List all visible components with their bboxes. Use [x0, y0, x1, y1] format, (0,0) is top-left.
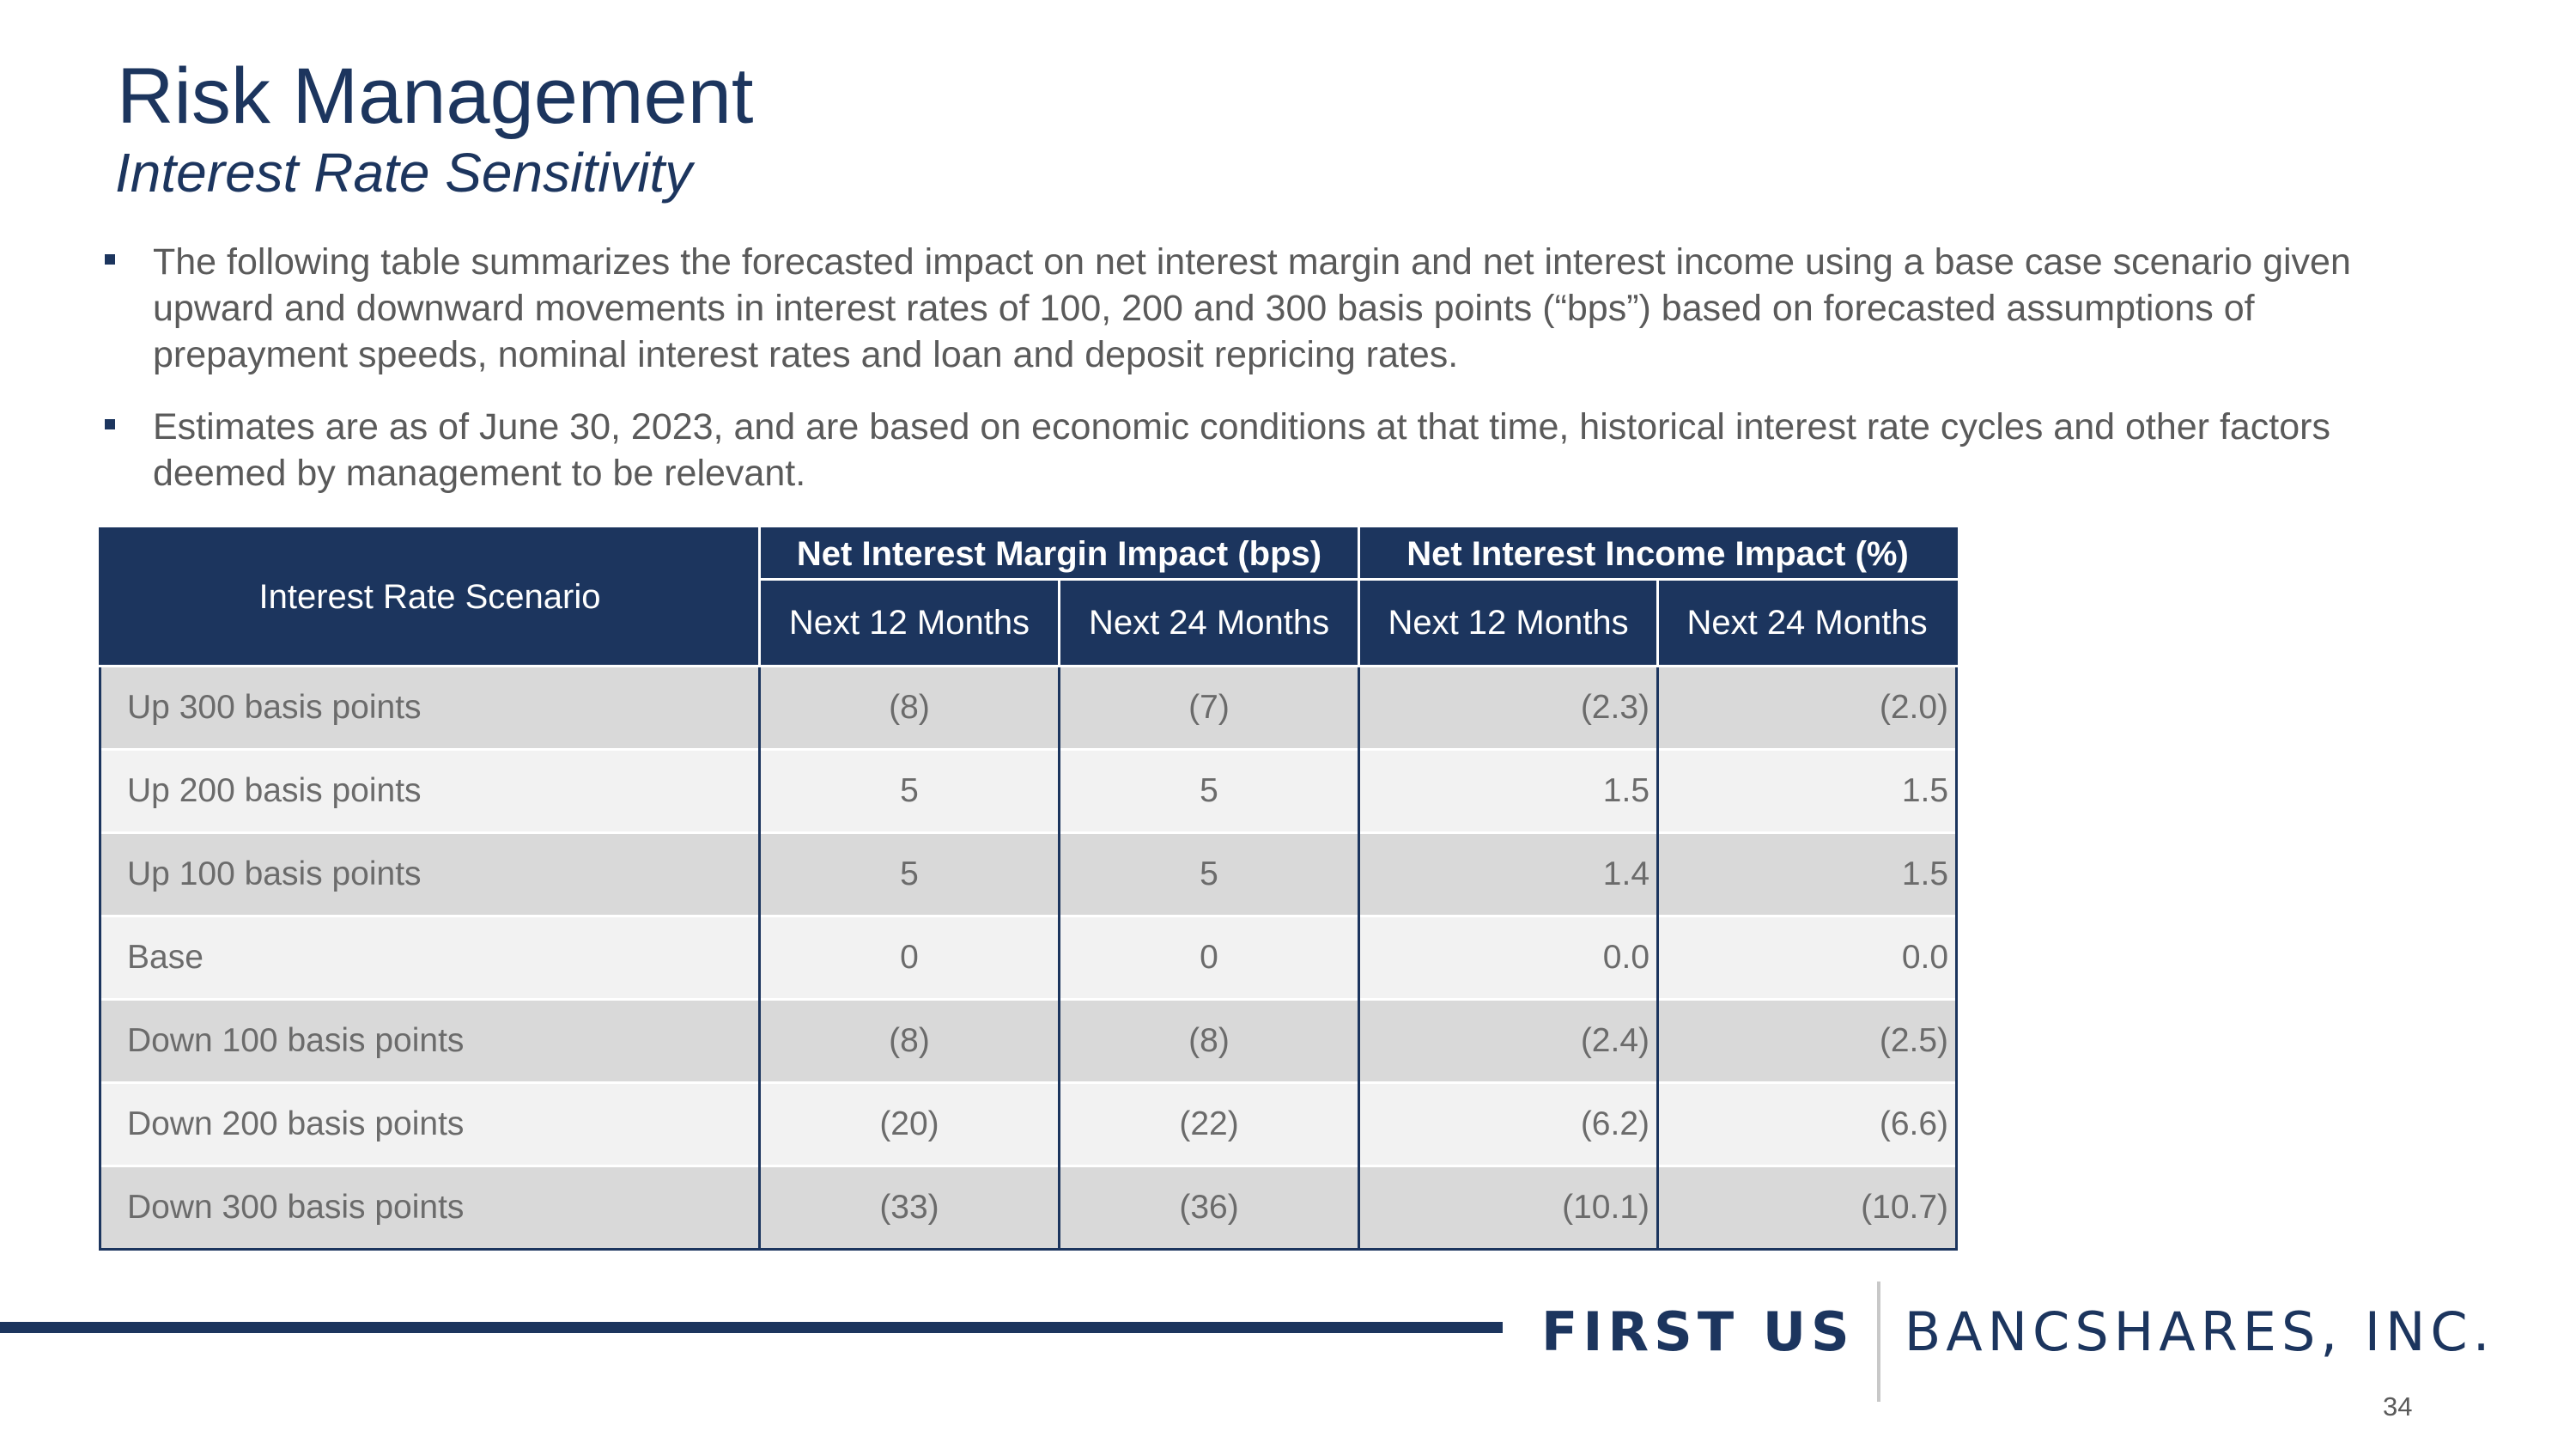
scenario-cell: Down 100 basis points [99, 998, 761, 1083]
table-row: Up 200 basis points 5 5 1.5 1.5 [99, 748, 1959, 833]
square-bullet-icon [105, 419, 115, 429]
nii-24-cell: 1.5 [1656, 831, 1959, 916]
scenario-cell: Up 100 basis points [99, 831, 761, 916]
logo-divider [1876, 1282, 1880, 1402]
nii-24-cell: 1.5 [1656, 748, 1959, 833]
logo-light-text: BANCSHARES, INC. [1904, 1300, 2495, 1363]
nii-12-cell: (10.1) [1358, 1165, 1660, 1251]
nii-next-12-header: Next 12 Months [1358, 578, 1660, 667]
bullet-text: Estimates are as of June 30, 2023, and a… [153, 406, 2330, 494]
scenario-cell: Up 300 basis points [99, 665, 761, 750]
scenario-cell: Down 300 basis points [99, 1165, 761, 1251]
nim-24-cell: 5 [1057, 831, 1361, 916]
nii-24-cell: (6.6) [1656, 1081, 1959, 1166]
slide-title: Risk Management [117, 52, 754, 140]
square-bullet-icon [105, 254, 115, 265]
nii-24-cell: (10.7) [1656, 1165, 1959, 1251]
table-row: Base 0 0 0.0 0.0 [99, 915, 1959, 1000]
nim-24-cell: 5 [1057, 748, 1361, 833]
page-number: 34 [2383, 1391, 2413, 1422]
nii-group-header: Net Interest Income Impact (%) [1358, 527, 1959, 581]
bullet-list: The following table summarizes the forec… [101, 239, 2420, 522]
company-logo: FIRST US BANCSHARES, INC. [1541, 1282, 2495, 1402]
nim-24-cell: (8) [1057, 998, 1361, 1083]
nim-24-cell: 0 [1057, 915, 1361, 1000]
nii-12-cell: (6.2) [1358, 1081, 1660, 1166]
nim-12-cell: 5 [758, 748, 1060, 833]
nii-12-cell: (2.4) [1358, 998, 1660, 1083]
table-row: Down 200 basis points (20) (22) (6.2) (6… [99, 1081, 1959, 1166]
interest-rate-sensitivity-table: Interest Rate Scenario Net Interest Marg… [99, 527, 1959, 1251]
slide-subtitle: Interest Rate Sensitivity [115, 142, 693, 204]
scenario-cell: Up 200 basis points [99, 748, 761, 833]
table-row: Down 100 basis points (8) (8) (2.4) (2.5… [99, 998, 1959, 1083]
nii-12-cell: 0.0 [1358, 915, 1660, 1000]
nim-24-cell: (22) [1057, 1081, 1361, 1166]
table-row: Down 300 basis points (33) (36) (10.1) (… [99, 1165, 1959, 1251]
nim-12-cell: (8) [758, 998, 1060, 1083]
scenario-cell: Base [99, 915, 761, 1000]
nim-next-12-header: Next 12 Months [758, 578, 1060, 667]
scenario-column-header: Interest Rate Scenario [99, 527, 761, 667]
table-row: Up 300 basis points (8) (7) (2.3) (2.0) [99, 665, 1959, 750]
nim-24-cell: (7) [1057, 665, 1361, 750]
nii-12-cell: 1.4 [1358, 831, 1660, 916]
nii-12-cell: 1.5 [1358, 748, 1660, 833]
nii-24-cell: (2.0) [1656, 665, 1959, 750]
nim-12-cell: (20) [758, 1081, 1060, 1166]
nii-next-24-header: Next 24 Months [1656, 578, 1959, 667]
bullet-text: The following table summarizes the forec… [153, 241, 2351, 375]
nii-24-cell: 0.0 [1656, 915, 1959, 1000]
table-row: Up 100 basis points 5 5 1.4 1.5 [99, 831, 1959, 916]
scenario-cell: Down 200 basis points [99, 1081, 761, 1166]
bullet-item: The following table summarizes the forec… [101, 239, 2420, 378]
nim-next-24-header: Next 24 Months [1057, 578, 1361, 667]
footer-rule [0, 1322, 1503, 1333]
nim-12-cell: 0 [758, 915, 1060, 1000]
nim-12-cell: 5 [758, 831, 1060, 916]
logo-bold-text: FIRST US [1541, 1300, 1855, 1363]
bullet-item: Estimates are as of June 30, 2023, and a… [101, 404, 2420, 496]
nim-24-cell: (36) [1057, 1165, 1361, 1251]
nim-12-cell: (33) [758, 1165, 1060, 1251]
nii-12-cell: (2.3) [1358, 665, 1660, 750]
nim-12-cell: (8) [758, 665, 1060, 750]
nii-24-cell: (2.5) [1656, 998, 1959, 1083]
nim-group-header: Net Interest Margin Impact (bps) [757, 527, 1361, 581]
